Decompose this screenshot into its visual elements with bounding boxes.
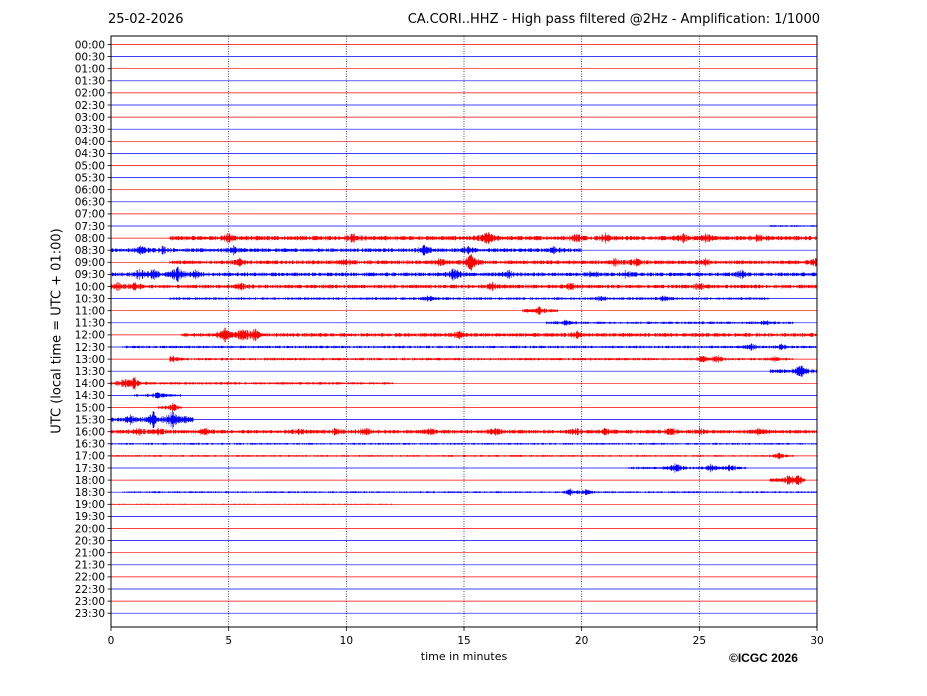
y-tick-label: 02:30	[75, 100, 105, 112]
y-tick-label: 10:30	[75, 293, 105, 305]
y-tick-label: 18:30	[75, 487, 105, 499]
y-tick-label: 00:00	[75, 39, 105, 51]
trace-signal-1330	[769, 365, 817, 377]
y-tick-label: 23:30	[75, 608, 105, 620]
y-tick-label: 12:30	[75, 342, 105, 354]
x-tick-label: 25	[693, 635, 706, 647]
trace-signal-1900	[110, 503, 394, 505]
chart-title: CA.CORI..HHZ - High pass filtered @2Hz -…	[407, 12, 820, 27]
y-tick-label: 15:30	[75, 414, 105, 426]
trace-signal-0800	[169, 232, 817, 245]
y-tick-label: 12:00	[75, 330, 105, 342]
y-tick-label: 05:30	[75, 172, 105, 184]
y-tick-label: 16:00	[75, 427, 105, 439]
y-tick-label: 22:30	[75, 584, 105, 596]
y-tick-label: 21:30	[75, 560, 105, 572]
y-tick-label: 07:00	[75, 209, 105, 221]
copyright-label: ©ICGC 2026	[729, 651, 798, 665]
y-tick-label: 21:00	[75, 548, 105, 560]
y-tick-label: 11:30	[75, 318, 105, 330]
y-tick-label: 17:30	[75, 463, 105, 475]
y-tick-label: 05:00	[75, 160, 105, 172]
trace-signal-1700	[110, 452, 794, 460]
y-tick-label: 06:30	[75, 197, 105, 209]
trace-signal-1800	[769, 475, 805, 486]
vertical-grid	[228, 36, 700, 627]
trace-signal-1830	[122, 488, 818, 496]
x-axis-label: time in minutes	[420, 650, 508, 663]
y-tick-label: 19:00	[75, 499, 105, 511]
y-tick-label: 01:30	[75, 76, 105, 88]
y-tick-label: 14:30	[75, 390, 105, 402]
y-tick-label: 11:00	[75, 306, 105, 318]
y-tick-label: 10:00	[75, 281, 105, 293]
y-tick-label: 02:00	[75, 88, 105, 100]
y-tick-label: 14:00	[75, 378, 105, 390]
date-label: 25-02-2026	[108, 12, 184, 27]
y-tick-label: 18:00	[75, 475, 105, 487]
y-tick-label: 13:00	[75, 354, 105, 366]
trace-signal-1730	[628, 463, 747, 473]
plot-frame	[110, 35, 818, 628]
trace-signal-1530	[110, 410, 194, 429]
y-tick-label: 03:00	[75, 112, 105, 124]
y-tick-label: 06:00	[75, 185, 105, 197]
y-axis-label: UTC (local time = UTC + 01:00)	[49, 228, 65, 434]
y-tick-label: 08:30	[75, 245, 105, 257]
x-tick-label: 20	[575, 635, 588, 647]
x-tick-label: 0	[108, 635, 115, 647]
y-axis-ticks: 00:0000:3001:0001:3002:0002:3003:0003:30…	[75, 39, 111, 620]
y-tick-label: 19:30	[75, 511, 105, 523]
trace-signal-1230	[122, 343, 818, 351]
trace-signal-1430	[134, 392, 182, 399]
y-tick-label: 20:00	[75, 523, 105, 535]
trace-signal-0730	[769, 225, 817, 227]
trace-signal-1200	[181, 327, 817, 343]
y-tick-label: 07:30	[75, 221, 105, 233]
trace-signal-1500	[157, 402, 182, 413]
y-tick-label: 09:30	[75, 269, 105, 281]
trace-signal-1100	[522, 306, 558, 315]
x-tick-label: 15	[457, 635, 470, 647]
y-tick-label: 03:30	[75, 124, 105, 136]
y-tick-label: 09:00	[75, 257, 105, 269]
trace-signal-0900	[169, 253, 817, 271]
y-tick-label: 20:30	[75, 535, 105, 547]
y-tick-label: 15:00	[75, 402, 105, 414]
trace-signal-1300	[169, 355, 794, 363]
y-tick-label: 16:30	[75, 439, 105, 451]
trace-signal-1400	[110, 376, 394, 390]
y-tick-label: 17:00	[75, 451, 105, 463]
x-tick-label: 30	[810, 635, 823, 647]
y-tick-label: 04:00	[75, 136, 105, 148]
trace-signal-1130	[546, 319, 794, 326]
trace-signal-1030	[169, 295, 771, 302]
y-tick-label: 01:00	[75, 64, 105, 76]
y-tick-label: 04:30	[75, 148, 105, 160]
y-tick-label: 08:00	[75, 233, 105, 245]
y-tick-label: 00:30	[75, 51, 105, 63]
x-tick-label: 5	[225, 635, 232, 647]
x-tick-label: 10	[340, 635, 353, 647]
y-tick-label: 13:30	[75, 366, 105, 378]
y-tick-label: 22:00	[75, 572, 105, 584]
y-tick-label: 23:00	[75, 596, 105, 608]
x-axis-ticks: 0 5 10 15 20 25 30	[108, 627, 824, 647]
